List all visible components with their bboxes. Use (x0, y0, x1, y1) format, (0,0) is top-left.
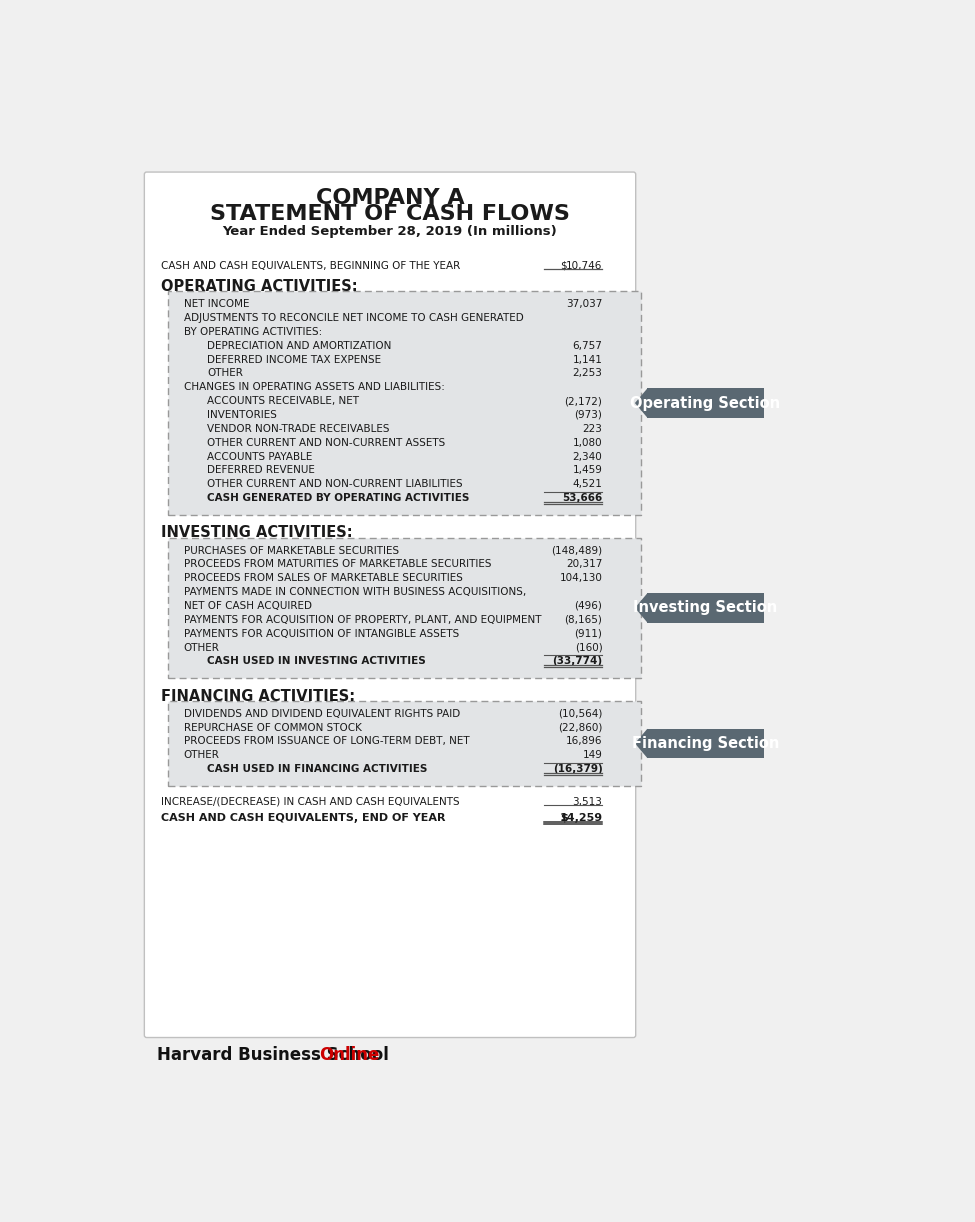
Text: (2,172): (2,172) (565, 396, 603, 406)
Text: OTHER CURRENT AND NON-CURRENT ASSETS: OTHER CURRENT AND NON-CURRENT ASSETS (207, 437, 446, 447)
Text: CASH USED IN FINANCING ACTIVITIES: CASH USED IN FINANCING ACTIVITIES (207, 764, 427, 775)
Text: STATEMENT OF CASH FLOWS: STATEMENT OF CASH FLOWS (210, 204, 570, 225)
Text: (148,489): (148,489) (551, 545, 603, 556)
Polygon shape (635, 389, 647, 418)
Text: (8,165): (8,165) (565, 615, 603, 624)
Text: Financing Section: Financing Section (632, 736, 779, 750)
Text: INVESTING ACTIVITIES:: INVESTING ACTIVITIES: (161, 525, 352, 540)
Text: Online: Online (319, 1046, 379, 1064)
Bar (647, 728, 763, 758)
Text: (973): (973) (574, 409, 603, 420)
Text: (16,379): (16,379) (553, 764, 603, 775)
Text: CASH AND CASH EQUIVALENTS, BEGINNING OF THE YEAR: CASH AND CASH EQUIVALENTS, BEGINNING OF … (161, 260, 460, 270)
Text: 104,130: 104,130 (560, 573, 603, 583)
Text: NET OF CASH ACQUIRED: NET OF CASH ACQUIRED (184, 601, 312, 611)
Text: (10,564): (10,564) (558, 709, 603, 719)
FancyBboxPatch shape (144, 172, 636, 1037)
Text: VENDOR NON-TRADE RECEIVABLES: VENDOR NON-TRADE RECEIVABLES (207, 424, 390, 434)
Text: PAYMENTS FOR ACQUISITION OF INTANGIBLE ASSETS: PAYMENTS FOR ACQUISITION OF INTANGIBLE A… (184, 628, 459, 639)
Bar (647, 593, 763, 622)
Text: Year Ended September 28, 2019 (In millions): Year Ended September 28, 2019 (In millio… (222, 225, 558, 238)
Text: 1,080: 1,080 (572, 437, 603, 447)
Text: COMPANY A: COMPANY A (316, 188, 464, 208)
Text: INVENTORIES: INVENTORIES (207, 409, 277, 420)
Text: $: $ (560, 260, 566, 270)
Text: 14,259: 14,259 (560, 814, 603, 824)
Text: Operating Section: Operating Section (631, 396, 781, 411)
Text: DEPRECIATION AND AMORTIZATION: DEPRECIATION AND AMORTIZATION (207, 341, 392, 351)
FancyBboxPatch shape (169, 538, 642, 678)
Text: ADJUSTMENTS TO RECONCILE NET INCOME TO CASH GENERATED: ADJUSTMENTS TO RECONCILE NET INCOME TO C… (184, 313, 524, 323)
Text: (22,860): (22,860) (558, 722, 603, 733)
Text: PROCEEDS FROM ISSUANCE OF LONG-TERM DEBT, NET: PROCEEDS FROM ISSUANCE OF LONG-TERM DEBT… (184, 737, 470, 747)
Text: OTHER: OTHER (207, 368, 243, 379)
Bar (647, 389, 763, 418)
Text: 10,746: 10,746 (566, 260, 603, 270)
Text: CHANGES IN OPERATING ASSETS AND LIABILITIES:: CHANGES IN OPERATING ASSETS AND LIABILIT… (184, 382, 445, 392)
Text: 16,896: 16,896 (566, 737, 603, 747)
Text: 3,513: 3,513 (572, 797, 603, 807)
Text: OTHER CURRENT AND NON-CURRENT LIABILITIES: OTHER CURRENT AND NON-CURRENT LIABILITIE… (207, 479, 463, 489)
Text: FINANCING ACTIVITIES:: FINANCING ACTIVITIES: (161, 689, 355, 704)
Text: PAYMENTS MADE IN CONNECTION WITH BUSINESS ACQUISITIONS,: PAYMENTS MADE IN CONNECTION WITH BUSINES… (184, 587, 526, 598)
Text: CASH GENERATED BY OPERATING ACTIVITIES: CASH GENERATED BY OPERATING ACTIVITIES (207, 494, 470, 503)
Text: PAYMENTS FOR ACQUISITION OF PROPERTY, PLANT, AND EQUIPMENT: PAYMENTS FOR ACQUISITION OF PROPERTY, PL… (184, 615, 541, 624)
Text: CASH USED IN INVESTING ACTIVITIES: CASH USED IN INVESTING ACTIVITIES (207, 656, 426, 666)
Text: (160): (160) (574, 643, 603, 653)
Text: 2,253: 2,253 (572, 368, 603, 379)
FancyBboxPatch shape (169, 701, 642, 786)
Text: 53,666: 53,666 (563, 494, 603, 503)
Text: 1,141: 1,141 (572, 354, 603, 364)
Text: 223: 223 (582, 424, 603, 434)
Text: 20,317: 20,317 (566, 560, 603, 569)
Text: 4,521: 4,521 (572, 479, 603, 489)
Text: OTHER: OTHER (184, 643, 219, 653)
Text: BY OPERATING ACTIVITIES:: BY OPERATING ACTIVITIES: (184, 326, 322, 337)
Text: PURCHASES OF MARKETABLE SECURITIES: PURCHASES OF MARKETABLE SECURITIES (184, 545, 399, 556)
FancyBboxPatch shape (169, 291, 642, 514)
Text: (33,774): (33,774) (552, 656, 603, 666)
Text: 1,459: 1,459 (572, 466, 603, 475)
Text: ACCOUNTS PAYABLE: ACCOUNTS PAYABLE (207, 452, 313, 462)
Text: DIVIDENDS AND DIVIDEND EQUIVALENT RIGHTS PAID: DIVIDENDS AND DIVIDEND EQUIVALENT RIGHTS… (184, 709, 460, 719)
Text: Harvard Business School: Harvard Business School (157, 1046, 389, 1064)
Text: 149: 149 (582, 750, 603, 760)
Text: PROCEEDS FROM MATURITIES OF MARKETABLE SECURITIES: PROCEEDS FROM MATURITIES OF MARKETABLE S… (184, 560, 491, 569)
Text: NET INCOME: NET INCOME (184, 299, 250, 309)
Text: OTHER: OTHER (184, 750, 219, 760)
Text: Investing Section: Investing Section (634, 600, 778, 616)
Text: 6,757: 6,757 (572, 341, 603, 351)
Polygon shape (635, 728, 647, 758)
Text: (496): (496) (574, 601, 603, 611)
Text: ACCOUNTS RECEIVABLE, NET: ACCOUNTS RECEIVABLE, NET (207, 396, 359, 406)
Text: DEFERRED REVENUE: DEFERRED REVENUE (207, 466, 315, 475)
Text: 37,037: 37,037 (566, 299, 603, 309)
Text: PROCEEDS FROM SALES OF MARKETABLE SECURITIES: PROCEEDS FROM SALES OF MARKETABLE SECURI… (184, 573, 463, 583)
Text: DEFERRED INCOME TAX EXPENSE: DEFERRED INCOME TAX EXPENSE (207, 354, 381, 364)
Text: (911): (911) (574, 628, 603, 639)
Text: $: $ (560, 814, 567, 824)
Text: OPERATING ACTIVITIES:: OPERATING ACTIVITIES: (161, 279, 357, 295)
Text: 2,340: 2,340 (572, 452, 603, 462)
Text: INCREASE/(DECREASE) IN CASH AND CASH EQUIVALENTS: INCREASE/(DECREASE) IN CASH AND CASH EQU… (161, 797, 459, 807)
Polygon shape (635, 593, 647, 622)
Text: REPURCHASE OF COMMON STOCK: REPURCHASE OF COMMON STOCK (184, 722, 362, 733)
Text: CASH AND CASH EQUIVALENTS, END OF YEAR: CASH AND CASH EQUIVALENTS, END OF YEAR (161, 814, 446, 824)
